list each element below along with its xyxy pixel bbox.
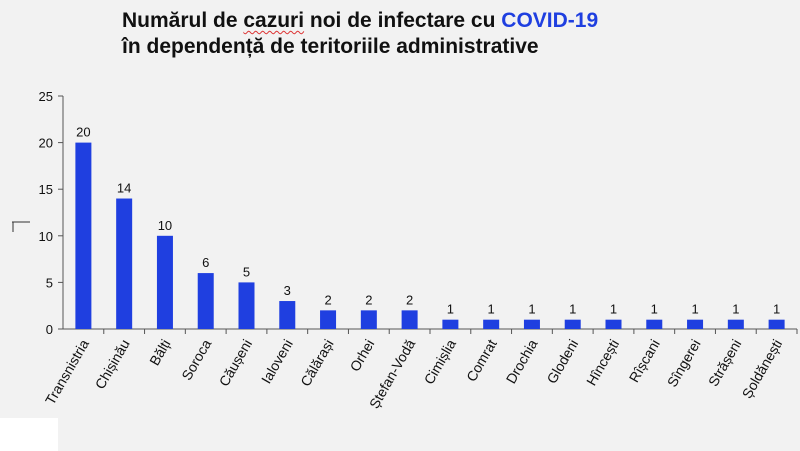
data-labels: 20 14 10 6 5 3 2 2 2 1 1 1 1 1 1 1 1 1 [76,125,780,317]
bar [442,319,459,329]
bar [564,319,581,329]
category-label: Căușeni [216,337,256,389]
data-label: 6 [202,255,209,270]
category-label: Comrat [463,336,500,384]
category-label: Chișinău [92,337,133,392]
title-text-1: Numărul de [122,9,244,32]
bar [197,273,214,329]
bar [646,319,663,329]
data-label: 1 [528,302,535,317]
data-label: 2 [406,292,413,307]
data-label: 1 [773,302,780,317]
data-label: 1 [691,302,698,317]
y-tick-label: 20 [39,136,53,151]
bars [75,142,785,329]
bar [238,282,255,329]
data-label: 5 [243,264,250,279]
category-label: Ialoveni [258,337,296,387]
title-text-2: noi de infectare cu [304,9,502,32]
bar [768,319,785,329]
category-label: Cimișlia [421,336,459,387]
data-label: 1 [651,302,658,317]
category-label: Bălți [146,337,173,369]
data-label: 1 [447,302,454,317]
y-axis: 0 5 10 15 20 25 [39,89,64,337]
data-label: 10 [158,218,172,233]
bar [116,198,133,329]
data-label: 1 [569,302,576,317]
data-label: 14 [117,181,131,196]
category-label: Soroca [178,336,214,383]
category-label: Șoldănești [739,337,786,402]
bar [279,301,296,329]
category-label: Drochia [503,336,541,386]
bar [156,235,173,329]
title-text-squiggly: cazuri [243,9,305,32]
category-label: Orhei [346,337,377,375]
bar [360,310,377,329]
y-axis-title-marker [12,221,30,232]
corner-patch [0,418,58,451]
data-label: 1 [732,302,739,317]
data-label: 1 [488,302,495,317]
y-tick-label: 15 [39,182,53,197]
data-label: 2 [324,292,331,307]
bar [687,319,704,329]
chart-title: Numărul de cazuri noi de infectare cu CO… [122,8,598,60]
bar [523,319,540,329]
bar [401,310,418,329]
category-label: Rîșcani [626,337,663,385]
chart-title-line-2: în dependență de teritoriile administrat… [122,35,539,58]
category-label: Sîngerei [664,337,704,390]
x-axis [63,328,798,334]
category-label: Glodeni [543,337,581,387]
title-highlight: COVID-19 [501,9,599,32]
data-label: 20 [76,125,90,140]
data-label: 3 [284,283,291,298]
bar [75,142,92,329]
chart-title-line-1: Numărul de cazuri noi de infectare cu CO… [122,8,598,34]
y-tick-label: 25 [39,89,53,104]
category-label: Transnistria [42,336,92,407]
y-tick-label: 5 [46,275,53,290]
data-label: 1 [610,302,617,317]
bar [320,310,337,329]
category-labels: Transnistria Chișinău Bălți Soroca Căușeni Ia… [42,336,785,411]
category-label: Călărași [297,337,337,389]
bar [727,319,744,329]
data-label: 2 [365,292,372,307]
category-label: Strășeni [705,337,745,389]
bar [605,319,622,329]
y-tick-label: 0 [46,322,53,337]
y-tick-label: 10 [39,229,53,244]
bar [483,319,500,329]
category-label: Hîncești [583,337,622,389]
